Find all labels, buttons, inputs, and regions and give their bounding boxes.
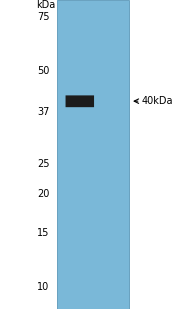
Text: 15: 15 (37, 228, 49, 238)
Text: 75: 75 (37, 12, 49, 22)
Bar (57, 0, 129, 309)
Text: 20: 20 (37, 189, 49, 199)
Text: 50: 50 (37, 66, 49, 76)
FancyBboxPatch shape (66, 95, 94, 107)
Text: 10: 10 (37, 282, 49, 292)
Text: 25: 25 (37, 159, 49, 169)
Text: 37: 37 (37, 107, 49, 116)
Text: 40kDa: 40kDa (142, 96, 173, 106)
Text: kDa: kDa (36, 0, 55, 10)
